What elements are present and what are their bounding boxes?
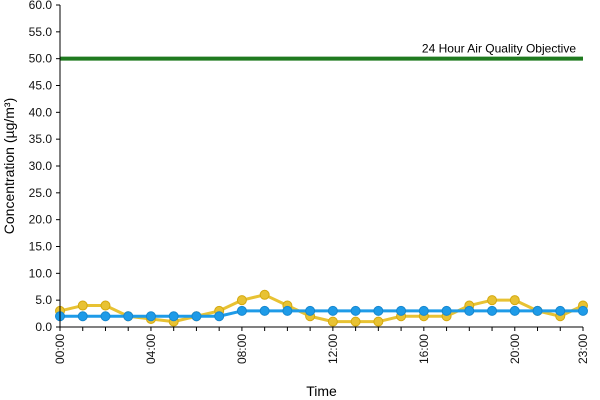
- x-tick-label: 20:00: [508, 334, 522, 364]
- data-point: [123, 311, 134, 322]
- y-tick-label: 60.0: [29, 0, 53, 12]
- data-point: [350, 316, 361, 327]
- x-tick-label: 23:00: [576, 334, 590, 364]
- y-tick-label: 20.0: [29, 213, 53, 227]
- data-point: [464, 305, 475, 316]
- x-axis-title: Time: [306, 383, 337, 399]
- data-point: [555, 305, 566, 316]
- y-axis-ticks: 0.0 5.0 10.0 15.0 20.0 25.0 30.0 35.0 40.0 45.0 50…: [29, 0, 60, 334]
- y-tick-label: 55.0: [29, 25, 53, 39]
- data-point: [373, 316, 384, 327]
- y-tick-label: 15.0: [29, 240, 53, 254]
- data-point: [327, 316, 338, 327]
- data-point: [236, 305, 247, 316]
- data-point: [327, 305, 338, 316]
- data-point: [509, 295, 520, 306]
- data-point: [77, 311, 88, 322]
- data-point: [259, 305, 270, 316]
- x-tick-label: 00:00: [53, 334, 67, 364]
- y-tick-label: 30.0: [29, 159, 53, 173]
- series-0: [55, 289, 588, 327]
- data-point: [418, 305, 429, 316]
- x-axis-ticks: 00:00 04:00 08:00 12:00 16:00 20:00 23:00: [53, 327, 590, 364]
- data-point: [487, 305, 498, 316]
- data-point: [578, 305, 588, 316]
- x-tick-label: 08:00: [235, 334, 249, 364]
- data-point: [305, 305, 316, 316]
- y-tick-label: 45.0: [29, 79, 53, 93]
- data-point: [373, 305, 384, 316]
- data-point: [236, 295, 247, 306]
- data-point: [532, 305, 543, 316]
- data-point: [100, 311, 111, 322]
- data-point: [282, 305, 293, 316]
- series-line: [60, 309, 583, 318]
- y-axis-title: Concentration (µg/m³): [1, 98, 17, 234]
- x-tick-label: 04:00: [144, 334, 158, 364]
- data-point: [487, 295, 498, 306]
- data-point: [509, 305, 520, 316]
- y-tick-label: 0.0: [35, 320, 52, 334]
- y-tick-label: 40.0: [29, 105, 53, 119]
- series-1: [55, 305, 588, 322]
- data-point: [100, 300, 111, 311]
- x-tick-label: 16:00: [417, 334, 431, 364]
- data-point: [77, 300, 88, 311]
- y-tick-label: 50.0: [29, 52, 53, 66]
- y-tick-label: 35.0: [29, 132, 53, 146]
- data-point: [191, 311, 202, 322]
- y-tick-label: 10.0: [29, 266, 53, 280]
- series-layer: [55, 289, 588, 327]
- data-point: [259, 289, 270, 300]
- data-point: [396, 305, 407, 316]
- data-point: [168, 311, 179, 322]
- air-quality-objective-label: 24 Hour Air Quality Objective: [422, 42, 576, 56]
- data-point: [350, 305, 361, 316]
- y-tick-label: 25.0: [29, 186, 53, 200]
- data-point: [441, 305, 452, 316]
- data-point: [145, 311, 156, 322]
- x-tick-label: 12:00: [326, 334, 340, 364]
- y-tick-label: 5.0: [35, 293, 52, 307]
- data-point: [214, 311, 225, 322]
